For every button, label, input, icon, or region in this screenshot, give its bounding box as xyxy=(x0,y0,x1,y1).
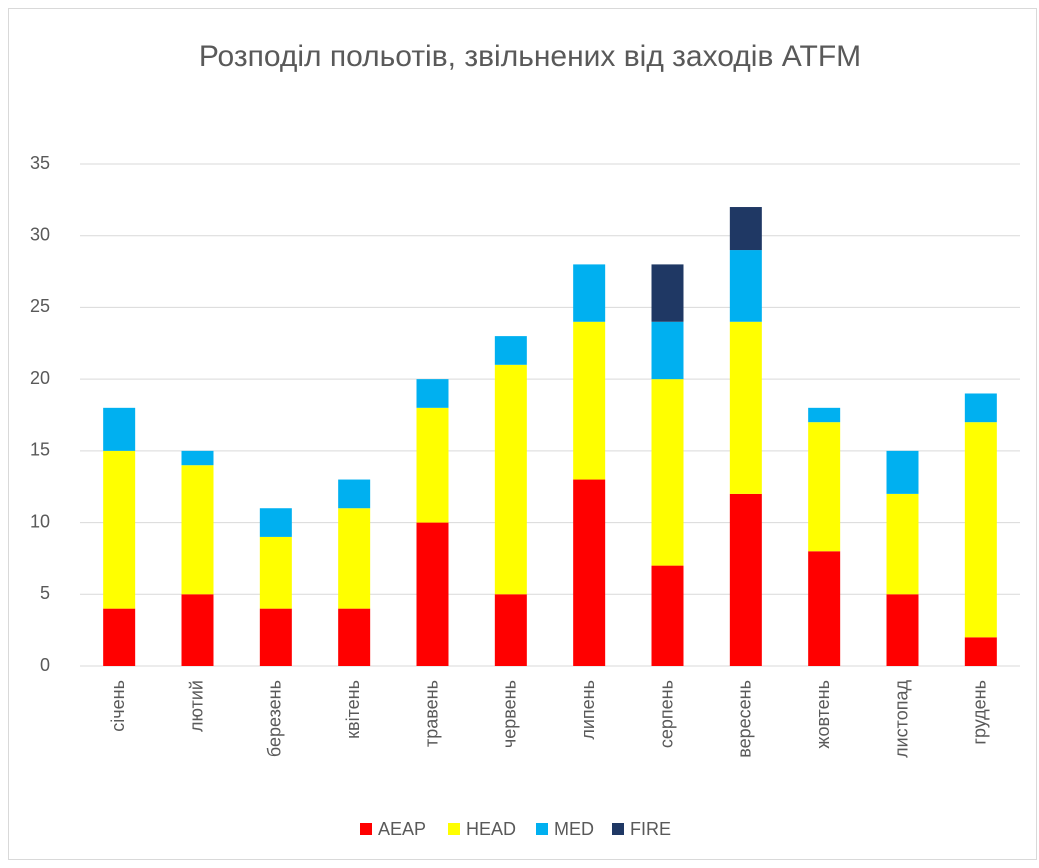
bar-segment xyxy=(573,321,606,480)
legend-label: FIRE xyxy=(630,819,671,839)
x-tick-label: липень xyxy=(578,680,598,740)
legend-label: AEAP xyxy=(378,819,426,839)
bar-segment xyxy=(651,379,684,566)
legend-swatch xyxy=(448,823,460,835)
bar-segment xyxy=(416,407,449,523)
bar-segment xyxy=(886,450,919,494)
x-tick-label: жовтень xyxy=(813,680,833,749)
bar-segment xyxy=(729,250,762,322)
bar-segment xyxy=(808,422,841,552)
bar-segment xyxy=(494,364,527,595)
bar-segment xyxy=(338,508,371,609)
x-tick-label: червень xyxy=(500,680,520,748)
x-tick-label: травень xyxy=(421,680,441,747)
bar-segment xyxy=(651,264,684,322)
legend-swatch xyxy=(612,823,624,835)
bar-segment xyxy=(573,479,606,666)
legend-swatch xyxy=(536,823,548,835)
bar-segment xyxy=(103,407,136,451)
y-tick-label: 20 xyxy=(30,368,50,388)
bar-segment xyxy=(338,479,371,509)
bar-segment xyxy=(886,493,919,595)
bar-segment xyxy=(964,393,997,423)
bar-segment xyxy=(729,321,762,494)
bar-segment xyxy=(494,594,527,666)
x-tick-label: листопад xyxy=(891,680,911,758)
bar-segment xyxy=(651,321,684,380)
bar-segment xyxy=(808,407,841,423)
bar-segment xyxy=(181,450,214,466)
bar-segment xyxy=(573,264,606,322)
bar-segment xyxy=(808,551,841,666)
bar-segment xyxy=(729,207,762,251)
y-tick-label: 25 xyxy=(30,296,50,316)
y-tick-label: 5 xyxy=(40,583,50,603)
y-tick-label: 10 xyxy=(30,511,50,531)
x-tick-label: квітень xyxy=(343,680,363,739)
bar-segment xyxy=(651,565,684,666)
bar-segment xyxy=(259,536,292,609)
bar-segment xyxy=(964,422,997,638)
bar-segment xyxy=(886,594,919,666)
x-tick-label: січень xyxy=(108,680,128,732)
bar-segment xyxy=(259,608,292,666)
y-tick-label: 0 xyxy=(40,655,50,675)
bar-segment xyxy=(416,522,449,666)
bar-segment xyxy=(103,608,136,666)
y-tick-label: 30 xyxy=(30,224,50,244)
x-tick-label: березень xyxy=(265,680,285,757)
bar-segment xyxy=(181,594,214,666)
y-tick-label: 15 xyxy=(30,440,50,460)
bar-segment xyxy=(729,493,762,666)
chart-title: Розподіл польотів, звільнених від заході… xyxy=(198,40,862,73)
bar-segment xyxy=(259,508,292,537)
x-tick-label: грудень xyxy=(970,680,990,745)
x-tick-label: лютий xyxy=(186,680,206,732)
legend-swatch xyxy=(360,823,372,835)
y-tick-label: 35 xyxy=(30,153,50,173)
legend-label: HEAD xyxy=(466,819,516,839)
bar-segment xyxy=(416,379,449,408)
x-tick-label: вересень xyxy=(735,680,755,758)
bar-segment xyxy=(103,450,136,609)
bar-segment xyxy=(964,637,997,666)
bar-segment xyxy=(181,465,214,595)
bar-segment xyxy=(338,608,371,666)
x-tick-label: серпень xyxy=(656,680,676,748)
bar-segment xyxy=(494,336,527,365)
legend-label: MED xyxy=(554,819,594,839)
